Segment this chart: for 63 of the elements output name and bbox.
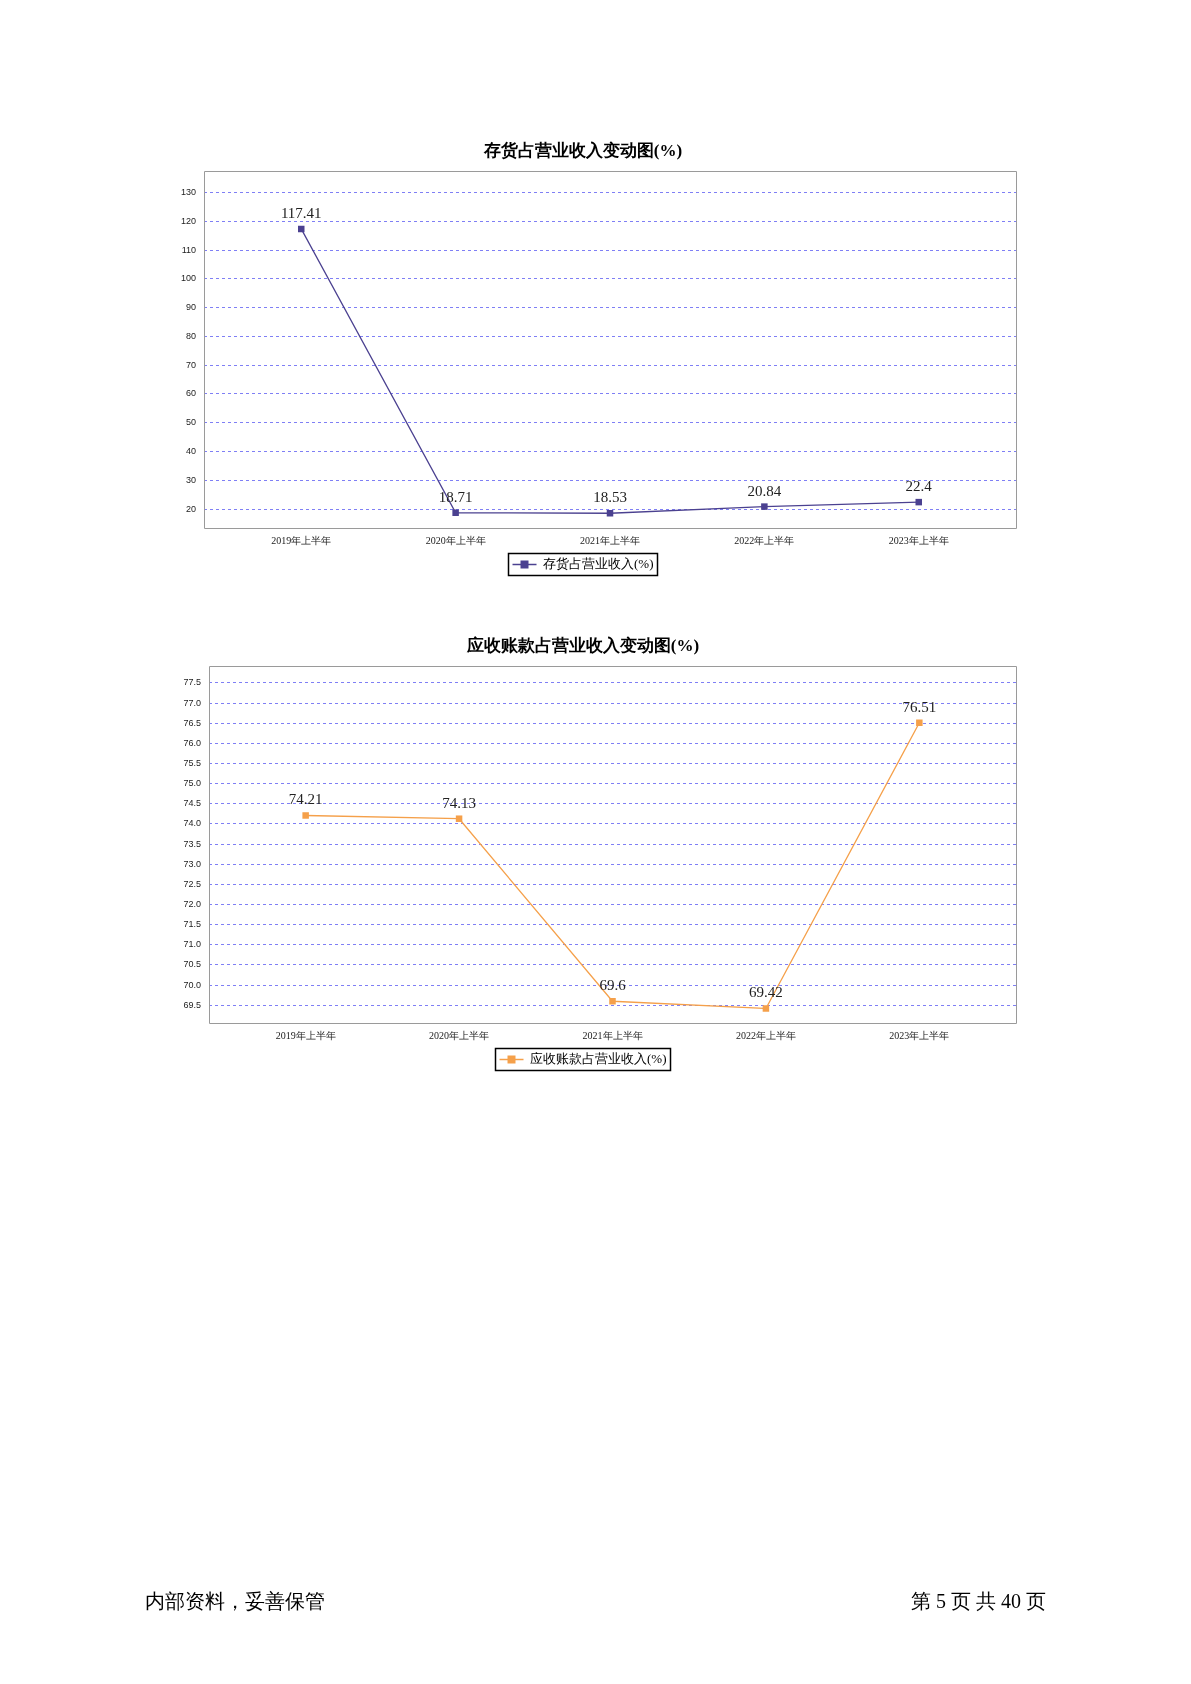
- y-tick-label: 110: [181, 244, 196, 255]
- y-tick-label: 73.0: [183, 858, 201, 869]
- y-tick-label: 71.0: [183, 939, 201, 950]
- y-tick-label: 72.0: [183, 899, 201, 910]
- y-tick-label: 130: [180, 187, 196, 198]
- x-tick-label: 2019年上半年: [275, 1029, 336, 1041]
- data-label: 69.6: [599, 977, 627, 994]
- y-tick-label: 100: [180, 273, 196, 284]
- y-tick-label: 73.5: [183, 838, 201, 849]
- x-tick-label: 2021年上半年: [582, 1029, 643, 1041]
- y-tick-label: 120: [180, 215, 196, 226]
- point: [761, 503, 768, 510]
- data-label: 117.41: [280, 204, 322, 221]
- chart-title: 存货占营业收入变动图(%): [482, 140, 683, 160]
- x-tick-label: 2019年上半年: [271, 534, 332, 546]
- y-tick-label: 72.5: [183, 878, 201, 889]
- data-label: 22.4: [905, 478, 933, 495]
- x-tick-label: 2020年上半年: [429, 1029, 490, 1041]
- y-tick-label: 30: [185, 474, 196, 485]
- y-tick-label: 75.5: [183, 757, 201, 768]
- y-tick-label: 70: [185, 359, 196, 370]
- point: [762, 1005, 770, 1012]
- y-tick-label: 77.0: [183, 697, 201, 708]
- point: [455, 815, 463, 822]
- y-tick-label: 74.5: [183, 798, 201, 809]
- y-tick-label: 50: [185, 417, 196, 428]
- y-tick-label: 70.0: [183, 979, 201, 990]
- x-tick-label: 2020年上半年: [425, 534, 486, 546]
- text: 内部资料，妥善保管: [145, 1589, 325, 1614]
- point: [298, 225, 305, 233]
- y-tick-label: 20: [185, 503, 196, 514]
- data-label: 74.21: [288, 791, 323, 808]
- text: 第 5 页 共 40 页: [911, 1589, 1046, 1614]
- data-label: 18.53: [593, 489, 627, 506]
- y-tick-label: 70.5: [183, 959, 201, 970]
- y-tick-label: 75.0: [183, 778, 201, 789]
- point: [916, 719, 923, 727]
- x-tick-label: 2023年上半年: [888, 534, 949, 546]
- y-tick-label: 80: [185, 330, 196, 341]
- data-label: 76.51: [902, 698, 937, 715]
- data-label: 74.13: [442, 794, 476, 811]
- y-tick-label: 40: [185, 445, 196, 456]
- chart-title: 应收账款占营业收入变动图(%): [465, 635, 700, 655]
- y-tick-label: 90: [185, 302, 196, 313]
- y-tick-label: 69.5: [183, 999, 201, 1010]
- point: [915, 498, 922, 506]
- point: [606, 509, 614, 517]
- y-tick-label: 74.0: [183, 818, 201, 829]
- y-tick-label: 71.5: [183, 919, 201, 930]
- x-tick-label: 2023年上半年: [889, 1029, 950, 1041]
- legend-label: 应收账款占营业收入(%): [530, 1050, 667, 1066]
- point: [609, 997, 616, 1005]
- point: [302, 812, 309, 819]
- x-tick-label: 2022年上半年: [735, 1029, 796, 1041]
- legend-label: 存货占营业收入(%): [543, 555, 654, 571]
- x-tick-label: 2021年上半年: [580, 534, 640, 546]
- x-tick-label: 2022年上半年: [734, 534, 795, 546]
- y-tick-label: 77.5: [183, 677, 201, 688]
- y-tick-label: 60: [185, 388, 196, 399]
- y-tick-label: 76.5: [183, 717, 201, 728]
- y-tick-label: 76.0: [183, 737, 201, 748]
- point: [452, 509, 459, 516]
- data-label: 20.84: [747, 482, 782, 499]
